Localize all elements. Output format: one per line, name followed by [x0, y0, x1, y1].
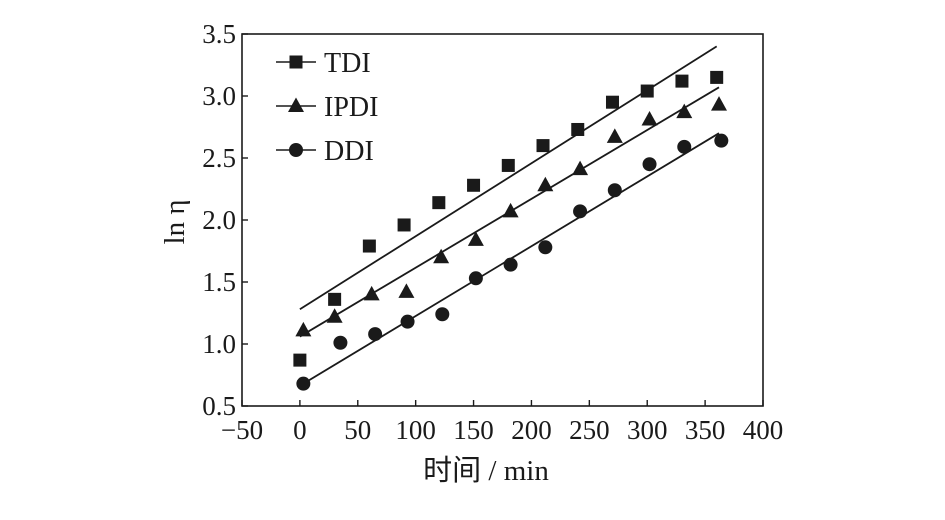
- data-point-ddi: [400, 314, 415, 329]
- data-point-ipdi: [572, 160, 589, 176]
- legend-marker-ddi: [289, 143, 303, 157]
- data-point-ipdi: [363, 285, 380, 301]
- data-point-ddi: [368, 327, 383, 342]
- data-point-ddi: [642, 157, 657, 172]
- data-point-tdi: [675, 74, 689, 88]
- x-tick-label: −50: [221, 415, 263, 445]
- data-point-tdi: [536, 139, 550, 153]
- data-point-ddi: [296, 376, 311, 391]
- data-point-ipdi: [606, 128, 623, 143]
- data-point-ipdi: [398, 283, 415, 298]
- data-point-ipdi: [295, 321, 312, 337]
- data-point-ipdi: [467, 231, 484, 246]
- data-point-ddi: [538, 240, 553, 255]
- legend-marker-tdi: [289, 55, 303, 69]
- x-axis-label: 时间 / min: [423, 454, 549, 487]
- data-point-tdi: [293, 353, 307, 367]
- data-point-ipdi: [433, 248, 450, 264]
- y-tick-label: 3.5: [202, 19, 236, 49]
- x-tick-label: 250: [569, 415, 610, 445]
- data-point-ddi: [714, 133, 729, 148]
- data-point-tdi: [501, 158, 515, 172]
- data-point-tdi: [571, 122, 585, 136]
- data-point-tdi: [397, 218, 411, 232]
- x-tick-label: 100: [395, 415, 436, 445]
- legend-label-ipdi: IPDI: [324, 92, 378, 123]
- plot-frame: [241, 33, 764, 407]
- data-point-ddi: [468, 271, 483, 286]
- legend-marker-ipdi: [288, 97, 304, 112]
- data-point-ddi: [503, 257, 518, 272]
- data-point-ipdi: [502, 202, 519, 218]
- x-tick-label: 150: [453, 415, 494, 445]
- data-point-ddi: [573, 204, 588, 219]
- legend-label-tdi: TDI: [324, 48, 371, 79]
- data-point-ddi: [435, 307, 450, 322]
- data-point-ipdi: [537, 176, 554, 192]
- y-tick-label: 2.0: [202, 205, 236, 235]
- x-tick-label: 300: [627, 415, 668, 445]
- data-point-ipdi: [326, 308, 343, 323]
- y-tick-label: 2.5: [202, 143, 236, 173]
- data-point-tdi: [710, 70, 724, 84]
- data-point-tdi: [605, 95, 619, 109]
- y-tick-label: 3.0: [202, 81, 236, 111]
- x-tick-label: 0: [293, 415, 307, 445]
- data-point-tdi: [328, 292, 342, 306]
- x-tick-label: 400: [743, 415, 784, 445]
- y-axis-label: ln η: [159, 200, 191, 245]
- data-point-ipdi: [641, 111, 658, 126]
- data-point-ipdi: [711, 96, 728, 111]
- data-point-tdi: [467, 178, 481, 192]
- data-point-ddi: [677, 139, 692, 154]
- x-tick-label: 200: [511, 415, 552, 445]
- legend-label-ddi: DDI: [324, 136, 374, 167]
- data-point-ddi: [607, 183, 622, 198]
- x-tick-label: 50: [344, 415, 371, 445]
- data-point-tdi: [640, 84, 654, 98]
- y-tick-label: 1.5: [202, 267, 236, 297]
- data-point-tdi: [432, 196, 446, 210]
- y-tick-label: 0.5: [202, 391, 236, 421]
- data-point-ipdi: [676, 103, 693, 119]
- y-tick-label: 1.0: [202, 329, 236, 359]
- x-tick-label: 350: [685, 415, 726, 445]
- data-point-tdi: [362, 239, 376, 253]
- data-point-ddi: [333, 335, 348, 350]
